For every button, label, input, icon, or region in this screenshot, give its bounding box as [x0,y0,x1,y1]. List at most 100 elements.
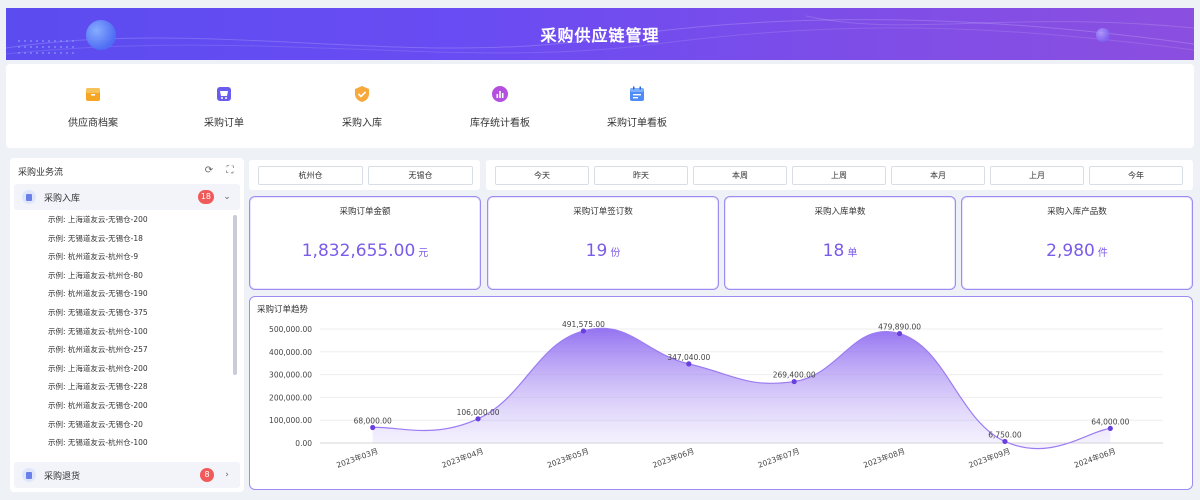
page-title: 采购供应链管理 [540,26,660,45]
list-item[interactable]: 示例: 杭州道友云-杭州仓-9 [48,252,139,262]
list-item[interactable]: 示例: 无锡道友云-杭州仓-100 [48,326,148,336]
stat-unit: 单 [847,248,858,259]
x-tick-label: 2023年05月 [546,445,590,469]
stat-card-inbound-orders: 采购入库单数 18 单 [724,196,956,290]
quick-nav-label: 供应商档案 [68,118,118,129]
stat-unit: 份 [610,248,621,259]
quick-nav-inbound[interactable]: 采购入库 [312,82,412,129]
data-point [896,330,903,337]
x-tick-label: 2023年06月 [651,445,695,469]
warehouse-button-wuxi[interactable]: 无锡仓 [368,166,473,185]
data-point [370,424,376,431]
period-filter-bar: 今天 昨天 本周 上周 本月 上月 今年 [486,160,1193,190]
y-tick-label: 200,000.00 [269,393,312,402]
warehouse-button-hangzhou[interactable]: 杭州仓 [258,166,363,185]
list-item[interactable]: 示例: 无锡道友云-杭州仓-100 [48,438,148,448]
data-label: 479,890.00 [878,323,921,332]
x-tick-label: 2023年09月 [967,445,1011,469]
data-point [686,361,692,367]
stat-value: 2,980 [1046,241,1095,261]
series-area [372,328,1111,449]
quick-nav-purchase-order[interactable]: 采购订单 [174,82,274,129]
list-item[interactable]: 示例: 上海道友云-无锡仓-200 [48,215,148,224]
stat-value: 1,832,655.00 [301,241,416,261]
period-button-this-year[interactable]: 今年 [1089,166,1183,185]
data-label: 106,000.00 [457,408,500,417]
data-label: 491,575.00 [562,320,605,329]
data-point [475,416,481,422]
panel-title: 采购业务流 [18,167,64,178]
y-tick-label: 500,000.00 [269,325,312,334]
data-point [580,328,587,334]
x-tick-label: 2023年03月 [335,445,379,469]
data-label: 68,000.00 [354,416,392,425]
folder-icon [81,82,105,106]
stat-value: 19 [585,241,608,261]
group-header-returns[interactable]: 采购退货 8 › [14,462,240,488]
scrollbar[interactable] [233,215,237,375]
cart-icon [212,82,236,106]
period-button-today[interactable]: 今天 [495,166,589,185]
chevron-right-icon[interactable]: › [225,470,229,480]
group-label: 采购入库 [44,193,81,204]
y-tick-label: 0.00 [295,439,312,448]
data-point [791,378,797,385]
list-item[interactable]: 示例: 杭州道友云-无锡仓-200 [48,400,148,410]
stat-unit: 件 [1097,248,1108,259]
warehouse-filter-bar: 杭州仓 无锡仓 [249,160,480,190]
stat-title: 采购入库产品数 [1047,207,1107,217]
quick-nav-order-board[interactable]: 采购订单看板 [587,82,687,129]
header-dots-decoration [16,38,76,56]
shield-check-icon [350,82,374,106]
period-button-last-month[interactable]: 上月 [990,166,1084,185]
data-label: 269,400.00 [773,371,816,380]
refresh-icon[interactable]: ⟳ [204,165,214,176]
list-item[interactable]: 示例: 杭州道友云-杭州仓-257 [48,345,148,355]
count-badge: 8 [200,468,214,482]
document-icon [22,190,36,204]
x-tick-label: 2023年04月 [440,445,484,469]
period-button-last-week[interactable]: 上周 [792,166,886,185]
header-orb-decoration-small [1096,28,1110,42]
quick-nav: 供应商档案 采购订单 采购入库 库存统计看板 采购订单看板 [6,64,1194,148]
y-tick-label: 300,000.00 [269,371,312,380]
inbound-list: 示例: 上海道友云-无锡仓-200 示例: 无锡道友云-无锡仓-18 示例: 杭… [10,211,244,456]
count-badge: 18 [197,190,214,204]
data-label: 6,750.00 [988,430,1022,439]
list-item[interactable]: 示例: 杭州道友云-无锡仓-190 [48,289,148,299]
bar-chart-icon [488,82,512,106]
list-item[interactable]: 示例: 无锡道友云-无锡仓-375 [48,307,148,317]
app-header: 采购供应链管理 [6,8,1194,60]
chevron-down-icon[interactable]: ⌄ [223,192,231,202]
panel-header: 采购业务流 ⟳ ⛶ [10,158,244,184]
fullscreen-icon[interactable]: ⛶ [226,165,234,176]
x-tick-label: 2023年07月 [756,445,800,469]
stat-value: 18 [822,241,845,261]
stat-title: 采购订单金额 [339,207,391,217]
header-wave-decoration [6,15,1194,55]
period-button-yesterday[interactable]: 昨天 [594,166,688,185]
stat-title: 采购入库单数 [814,207,866,217]
header-orb-decoration [86,20,116,50]
order-trend-panel: 采购订单趋势 0.00 100,000.00 200,000.00 300,000.0… [249,296,1193,490]
quick-nav-label: 采购订单 [204,118,244,129]
stat-card-inbound-products: 采购入库产品数 2,980 件 [961,196,1193,290]
stat-unit: 元 [418,248,429,259]
list-item[interactable]: 示例: 无锡道友云-无锡仓-18 [48,233,143,243]
quick-nav-supplier[interactable]: 供应商档案 [43,82,143,129]
y-tick-label: 400,000.00 [269,348,312,357]
list-item[interactable]: 示例: 上海道友云-杭州仓-200 [48,363,148,373]
list-item[interactable]: 示例: 上海道友云-杭州仓-80 [48,270,143,280]
calendar-icon [625,82,649,106]
document-icon [22,468,36,482]
list-item[interactable]: 示例: 上海道友云-无锡仓-228 [48,382,148,392]
data-label: 64,000.00 [1091,417,1129,426]
period-button-this-month[interactable]: 本月 [891,166,985,185]
quick-nav-inventory-board[interactable]: 库存统计看板 [450,82,550,129]
list-item[interactable]: 示例: 无锡道友云-无锡仓-20 [48,419,143,429]
group-header-inbound[interactable]: 采购入库 18 ⌄ [14,184,240,210]
stat-card-order-amount: 采购订单金额 1,832,655.00 元 [249,196,481,290]
chart-title: 采购订单趋势 [257,305,309,315]
quick-nav-label: 采购订单看板 [607,118,667,129]
period-button-this-week[interactable]: 本周 [693,166,787,185]
